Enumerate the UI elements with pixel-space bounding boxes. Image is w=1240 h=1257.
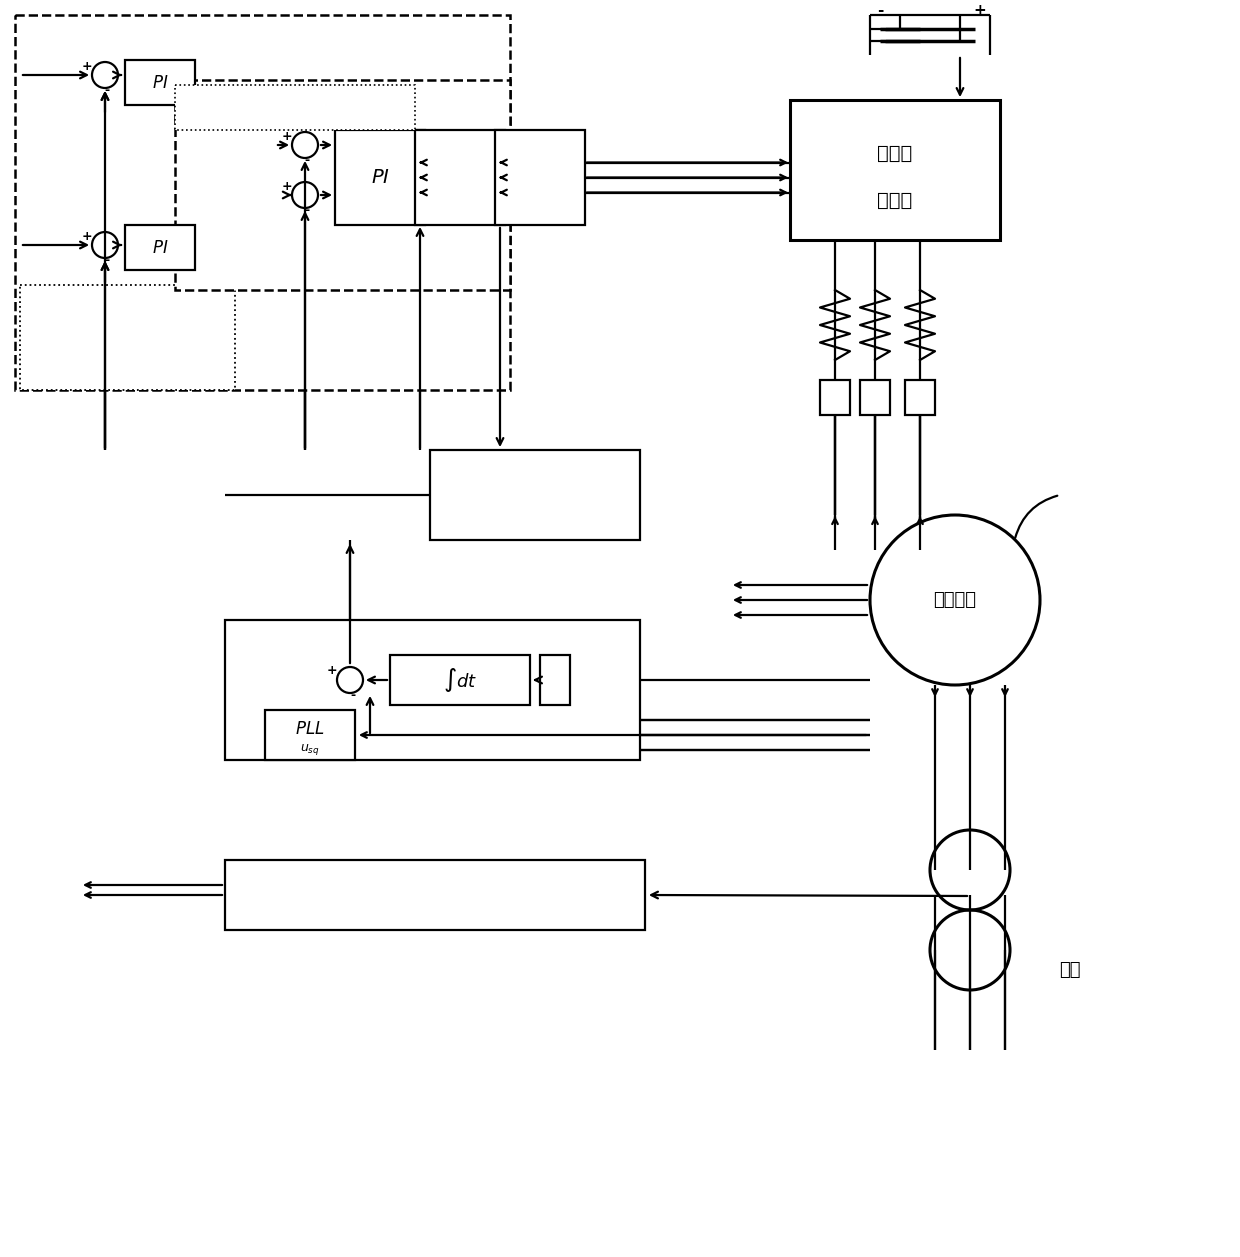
Bar (224, 620, 640, 760)
Bar (175, 85, 415, 129)
Bar (905, 380, 935, 415)
Text: 电网: 电网 (1059, 962, 1081, 979)
Bar (790, 101, 999, 240)
Text: 双馈风机: 双馈风机 (934, 591, 977, 608)
Bar (335, 129, 425, 225)
Text: $PLL$: $PLL$ (295, 720, 325, 738)
Bar (125, 225, 195, 270)
Text: +: + (281, 129, 293, 142)
Text: +: + (82, 230, 92, 243)
Bar (391, 655, 529, 705)
Bar (224, 860, 645, 930)
Text: -: - (104, 83, 109, 97)
Bar (265, 710, 355, 760)
Text: 转子侧: 转子侧 (878, 143, 913, 162)
Bar (415, 129, 505, 225)
Text: 变换器: 变换器 (878, 191, 913, 210)
Text: $PI$: $PI$ (151, 239, 169, 256)
Bar (125, 60, 195, 106)
Text: +: + (281, 180, 293, 192)
Text: -: - (305, 153, 310, 166)
Text: -: - (351, 689, 356, 701)
Text: +: + (82, 59, 92, 73)
Text: $PI$: $PI$ (371, 168, 389, 187)
Text: -: - (305, 204, 310, 216)
Bar (175, 80, 510, 290)
Bar (539, 655, 570, 705)
Bar (495, 129, 585, 225)
Bar (20, 285, 236, 390)
Text: +: + (326, 664, 337, 676)
Bar (430, 450, 640, 541)
Text: +: + (973, 3, 986, 18)
Text: $PI$: $PI$ (151, 73, 169, 92)
Text: $u_{sq}$: $u_{sq}$ (300, 742, 320, 757)
Text: $\int dt$: $\int dt$ (443, 666, 477, 694)
Bar (861, 380, 890, 415)
Text: -: - (877, 3, 883, 18)
Bar (820, 380, 849, 415)
Text: -: - (104, 254, 109, 266)
Bar (15, 15, 510, 390)
